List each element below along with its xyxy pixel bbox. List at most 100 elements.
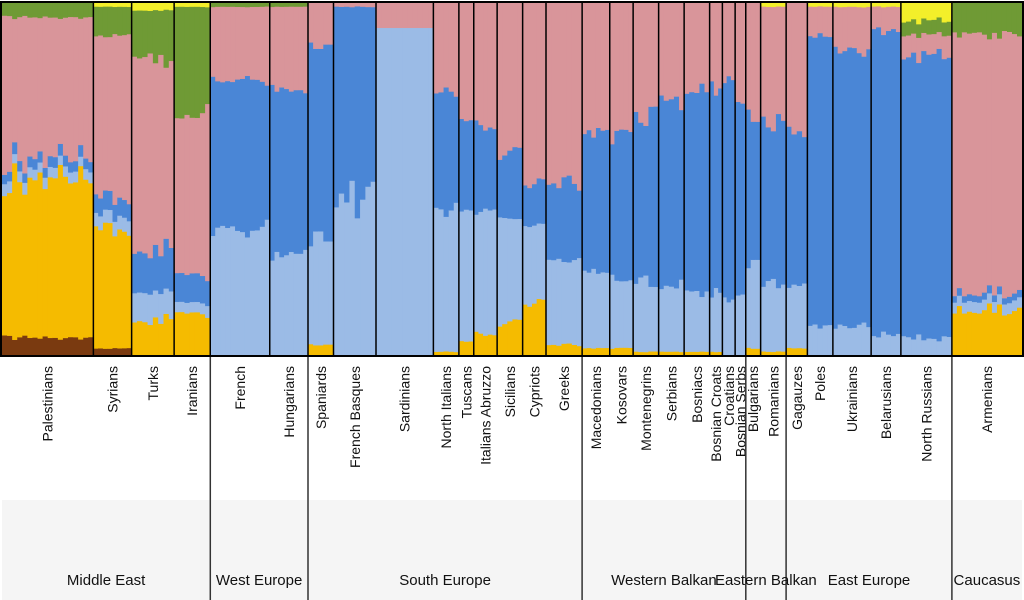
bar-segment bbox=[463, 120, 470, 210]
bar-segment bbox=[67, 183, 74, 338]
bar-segment bbox=[152, 3, 159, 11]
bar-segment bbox=[344, 3, 351, 7]
bar-segment bbox=[88, 16, 94, 163]
bar-segment bbox=[463, 341, 470, 356]
bar-segment bbox=[62, 155, 69, 167]
bar-segment bbox=[264, 6, 271, 86]
bar-segment bbox=[971, 301, 978, 313]
bar-segment bbox=[163, 238, 170, 289]
bar-segment bbox=[900, 335, 907, 356]
bar-segment bbox=[443, 87, 450, 217]
bar-segment bbox=[791, 284, 798, 349]
bar-segment bbox=[709, 297, 715, 352]
bar-segment bbox=[946, 3, 953, 22]
bar-segment bbox=[42, 188, 49, 337]
bar-segment bbox=[531, 183, 538, 226]
bar-segment bbox=[941, 3, 948, 23]
bar-segment bbox=[338, 193, 345, 356]
bar-segment bbox=[866, 48, 872, 328]
bar-segment bbox=[866, 6, 872, 50]
bar-segment bbox=[57, 18, 64, 144]
bar-segment bbox=[93, 36, 99, 195]
bar-segment bbox=[847, 327, 853, 356]
bar-segment bbox=[27, 166, 34, 178]
population-label: Belarusians bbox=[878, 366, 894, 439]
bar-segment bbox=[458, 3, 465, 120]
bar-segment bbox=[230, 6, 236, 83]
bar-segment bbox=[107, 348, 114, 356]
bar-segment bbox=[102, 209, 109, 223]
bar-segment bbox=[37, 338, 44, 356]
bar-segment bbox=[512, 218, 519, 320]
bar-segment bbox=[318, 48, 324, 232]
bar-segment bbox=[976, 313, 983, 356]
bar-segment bbox=[453, 202, 460, 353]
bar-segment bbox=[673, 3, 680, 97]
population-montenegrins bbox=[633, 3, 660, 356]
bar-segment bbox=[996, 293, 1003, 305]
bar-segment bbox=[704, 351, 711, 356]
bar-segment bbox=[921, 3, 927, 19]
bar-segment bbox=[1011, 310, 1018, 356]
bar-segment bbox=[370, 181, 377, 356]
bar-segment bbox=[847, 47, 853, 329]
bar-segment bbox=[102, 348, 109, 356]
population-turks bbox=[131, 3, 175, 356]
bar-segment bbox=[817, 32, 824, 329]
bar-segment bbox=[807, 35, 814, 326]
bar-segment bbox=[861, 7, 867, 57]
bar-segment bbox=[205, 317, 211, 356]
bar-segment bbox=[760, 116, 767, 287]
bar-segment bbox=[107, 36, 114, 191]
bar-segment bbox=[730, 79, 736, 300]
bar-segment bbox=[536, 298, 542, 356]
bar-segment bbox=[249, 79, 256, 231]
bar-segment bbox=[582, 3, 588, 135]
population-separators bbox=[92, 3, 953, 355]
bar-segment bbox=[354, 217, 361, 356]
bar-segment bbox=[981, 299, 988, 311]
bar-segment bbox=[931, 338, 938, 356]
bar-segment bbox=[376, 3, 382, 29]
bar-segment bbox=[861, 56, 867, 323]
bar-segment bbox=[536, 3, 542, 179]
bar-segment bbox=[619, 129, 625, 282]
bar-segment bbox=[98, 229, 104, 349]
bar-segment bbox=[293, 6, 300, 91]
bar-segment bbox=[354, 6, 361, 219]
bar-segment bbox=[881, 34, 887, 332]
bar-segment bbox=[709, 3, 715, 82]
region-label: Eastern Balkan bbox=[715, 572, 817, 589]
bar-segment bbox=[726, 3, 732, 77]
population-poles bbox=[807, 3, 834, 356]
bar-segment bbox=[98, 3, 104, 7]
bar-segment bbox=[131, 3, 138, 11]
bar-segment bbox=[98, 216, 104, 231]
bar-segment bbox=[911, 33, 917, 53]
bar-segment bbox=[623, 280, 630, 348]
bar-segment bbox=[396, 3, 403, 29]
bar-segment bbox=[323, 241, 329, 345]
bar-segment bbox=[609, 143, 616, 275]
bar-segment bbox=[566, 175, 573, 263]
bar-segment bbox=[871, 3, 877, 7]
bar-segment bbox=[576, 345, 583, 356]
bar-segment bbox=[318, 3, 324, 49]
bar-segment bbox=[194, 6, 201, 118]
bar-segment bbox=[52, 3, 59, 18]
bar-segment bbox=[502, 323, 508, 356]
bar-segment bbox=[709, 81, 715, 298]
bar-segment bbox=[136, 320, 143, 356]
bar-segment bbox=[497, 326, 503, 356]
bar-segment bbox=[12, 162, 18, 340]
bar-segment bbox=[83, 158, 89, 170]
bar-segment bbox=[961, 3, 968, 33]
bar-segment bbox=[931, 53, 938, 339]
bar-segment bbox=[112, 204, 118, 222]
bar-segment bbox=[274, 251, 280, 356]
bar-segment bbox=[184, 274, 191, 303]
bar-segment bbox=[122, 34, 128, 201]
bar-segment bbox=[189, 273, 196, 303]
bar-segment bbox=[468, 210, 475, 342]
bar-segment bbox=[194, 272, 201, 303]
